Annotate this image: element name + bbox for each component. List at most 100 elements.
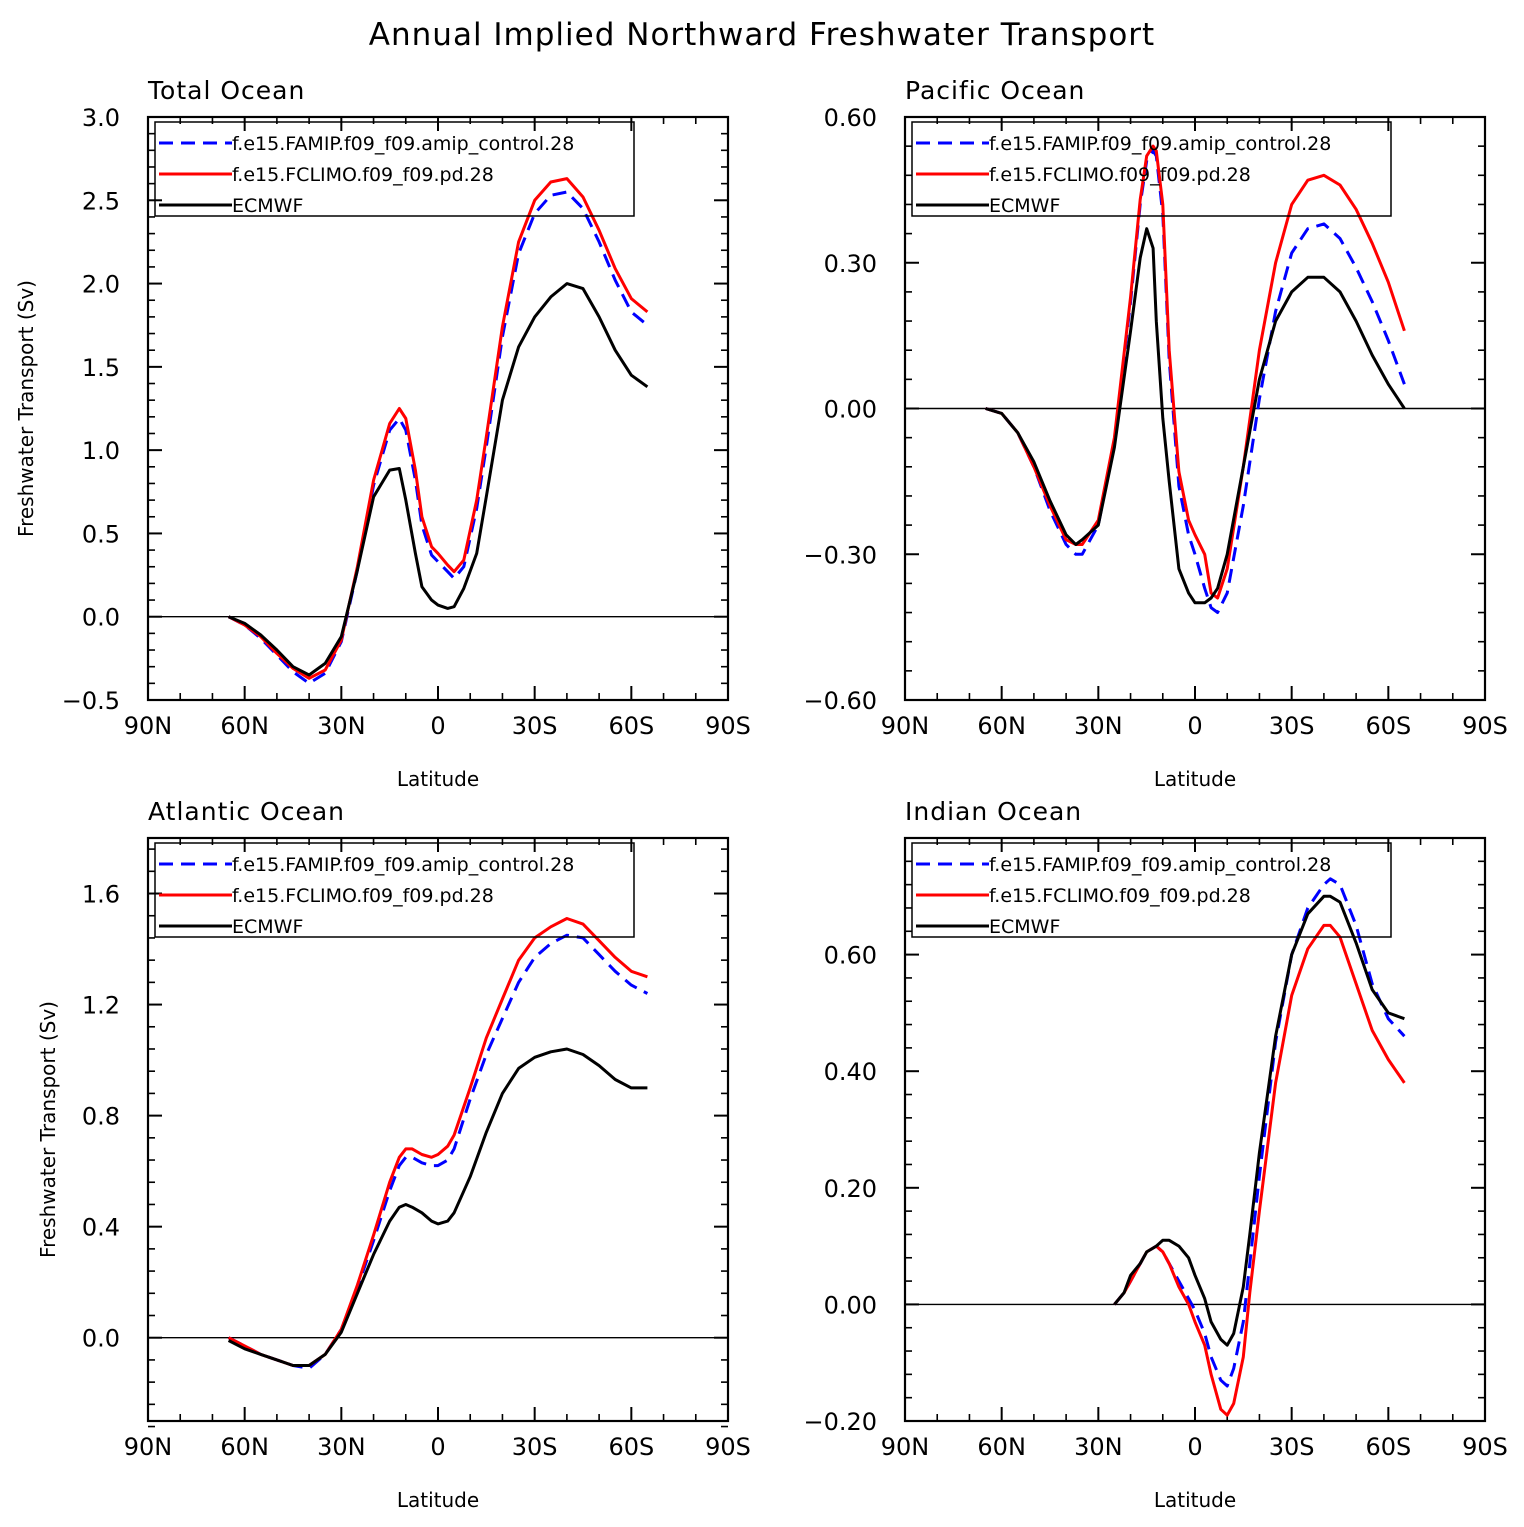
y-axis-label: Freshwater Transport (Sv) xyxy=(14,280,38,537)
plot-frame xyxy=(146,115,730,702)
legend: f.e15.FAMIP.f09_f09.amip_control.28 f.e15… xyxy=(911,121,1392,217)
y-tick-label: −0.30 xyxy=(803,541,877,569)
series-line-ecmwf xyxy=(227,1047,648,1367)
x-tick-label: 90S xyxy=(1462,712,1508,740)
panel-indian-ocean: Indian Ocean 90N 60N 30N 0 30S 60S 90S −0.20 0.00… xyxy=(803,797,1507,1512)
legend-label-amip: f.e15.FAMIP.f09_f09.amip_control.28 xyxy=(989,133,1331,155)
legend-label-ecmwf: ECMWF xyxy=(989,195,1060,217)
series-line-ecmwf xyxy=(1113,894,1405,1347)
y-tick-label: 1.5 xyxy=(82,354,120,382)
series-line-amip xyxy=(227,933,649,1370)
y-tick-label: 0.0 xyxy=(82,1325,120,1353)
x-tick-label: 30N xyxy=(317,1433,366,1461)
legend: f.e15.FAMIP.f09_f09.amip_control.28 f.e15… xyxy=(911,842,1392,938)
x-tick-label: 60S xyxy=(608,712,654,740)
x-tick-label: 60N xyxy=(977,712,1026,740)
x-tick-label: 0 xyxy=(430,1433,445,1461)
legend-box xyxy=(154,842,635,938)
y-tick-label: 0.60 xyxy=(824,942,877,970)
legend-label-amip: f.e15.FAMIP.f09_f09.amip_control.28 xyxy=(232,133,574,155)
y-tick-label: 0.0 xyxy=(82,604,120,632)
x-tick-label: 90S xyxy=(1462,1433,1508,1461)
x-tick-label: 60S xyxy=(608,1433,654,1461)
x-tick-label: 0 xyxy=(430,712,445,740)
panel-pacific-ocean: Pacific Ocean 90N 60N 30N 0 30S 60S 90S −0.60 −0.… xyxy=(803,76,1507,791)
panel-title: Atlantic Ocean xyxy=(148,797,345,826)
y-tick-label: 0.8 xyxy=(82,1103,120,1131)
x-axis-label: Latitude xyxy=(397,1488,479,1512)
x-tick-label: 90N xyxy=(881,712,930,740)
series-line-fclimo xyxy=(227,177,649,680)
x-axis-label: Latitude xyxy=(1154,767,1236,791)
x-tick-label: 30N xyxy=(1074,712,1123,740)
y-tick-label: −0.5 xyxy=(62,687,120,715)
panel-title: Total Ocean xyxy=(147,76,305,105)
y-tick-label: 0.00 xyxy=(824,1291,877,1319)
y-tick-label: 3.0 xyxy=(82,104,120,132)
legend-label-amip: f.e15.FAMIP.f09_f09.amip_control.28 xyxy=(232,854,574,876)
x-tick-label: 90N xyxy=(124,1433,173,1461)
plot-frame xyxy=(146,836,730,1423)
panel-title: Pacific Ocean xyxy=(905,76,1085,105)
y-tick-label: 0.30 xyxy=(824,250,877,278)
legend-box xyxy=(911,121,1392,217)
legend: f.e15.FAMIP.f09_f09.amip_control.28 f.e15… xyxy=(154,121,635,217)
x-tick-label: 30S xyxy=(1269,1433,1315,1461)
series-line-ecmwf xyxy=(985,227,1406,605)
legend-label-ecmwf: ECMWF xyxy=(232,195,303,217)
legend-label-fclimo: f.e15.FCLIMO.f09_f09.pd.28 xyxy=(232,164,494,186)
legend-label-amip: f.e15.FAMIP.f09_f09.amip_control.28 xyxy=(989,854,1331,876)
legend-label-ecmwf: ECMWF xyxy=(232,916,303,938)
x-axis-label: Latitude xyxy=(397,767,479,791)
legend-label-fclimo: f.e15.FCLIMO.f09_f09.pd.28 xyxy=(232,885,494,907)
x-tick-label: 30S xyxy=(512,712,558,740)
x-tick-label: 60N xyxy=(220,1433,269,1461)
x-axis-label: Latitude xyxy=(1154,1488,1236,1512)
y-tick-label: −0.20 xyxy=(803,1408,877,1436)
x-tick-label: 0 xyxy=(1187,1433,1202,1461)
x-tick-label: 90S xyxy=(705,1433,751,1461)
y-tick-label: 0.5 xyxy=(82,520,120,548)
y-tick-label: 2.5 xyxy=(82,187,120,215)
legend-box xyxy=(154,121,635,217)
panel-total-ocean: Total Ocean 90N 60N 30N 0 30S 60S 90S −0.5 0.0 0.5… xyxy=(14,76,751,791)
plot-frame xyxy=(903,836,1487,1423)
figure-title: Annual Implied Northward Freshwater Tran… xyxy=(369,17,1155,53)
panel-atlantic-ocean: Atlantic Ocean 90N 60N 30N 0 30S 60S 90S 0.0 0.4 0… xyxy=(36,797,751,1512)
y-axis-label: Freshwater Transport (Sv) xyxy=(36,1001,60,1258)
x-tick-label: 60S xyxy=(1365,712,1411,740)
x-tick-label: 90S xyxy=(705,712,751,740)
y-tick-label: 0.60 xyxy=(824,104,877,132)
series-line-amip xyxy=(227,190,649,685)
y-tick-label: 0.00 xyxy=(824,396,877,424)
x-tick-label: 90N xyxy=(124,712,173,740)
legend-label-fclimo: f.e15.FCLIMO.f09_f09.pd.28 xyxy=(989,164,1251,186)
legend: f.e15.FAMIP.f09_f09.amip_control.28 f.e15… xyxy=(154,842,635,938)
series-line-ecmwf xyxy=(228,282,649,677)
series-line-fclimo xyxy=(227,917,648,1367)
y-tick-label: 0.20 xyxy=(824,1175,877,1203)
x-tick-label: 30S xyxy=(512,1433,558,1461)
x-tick-label: 30N xyxy=(317,712,366,740)
y-tick-label: 1.6 xyxy=(82,881,120,909)
legend-box xyxy=(911,842,1392,938)
plot-frame xyxy=(903,115,1487,702)
panel-title: Indian Ocean xyxy=(905,797,1082,826)
y-tick-label: −0.60 xyxy=(803,687,877,715)
x-tick-label: 60N xyxy=(220,712,269,740)
legend-label-fclimo: f.e15.FCLIMO.f09_f09.pd.28 xyxy=(989,885,1251,907)
legend-label-ecmwf: ECMWF xyxy=(989,916,1060,938)
y-tick-label: 1.0 xyxy=(82,437,120,465)
y-tick-label: 1.2 xyxy=(82,992,120,1020)
x-tick-label: 60N xyxy=(977,1433,1026,1461)
y-tick-label: 0.40 xyxy=(824,1058,877,1086)
x-tick-label: 30N xyxy=(1074,1433,1123,1461)
x-tick-label: 30S xyxy=(1269,712,1315,740)
x-tick-label: 90N xyxy=(881,1433,930,1461)
series-line-amip xyxy=(985,149,1406,614)
y-tick-label: 0.4 xyxy=(82,1214,120,1242)
x-tick-label: 0 xyxy=(1187,712,1202,740)
y-tick-label: 2.0 xyxy=(82,271,120,299)
x-tick-label: 60S xyxy=(1365,1433,1411,1461)
